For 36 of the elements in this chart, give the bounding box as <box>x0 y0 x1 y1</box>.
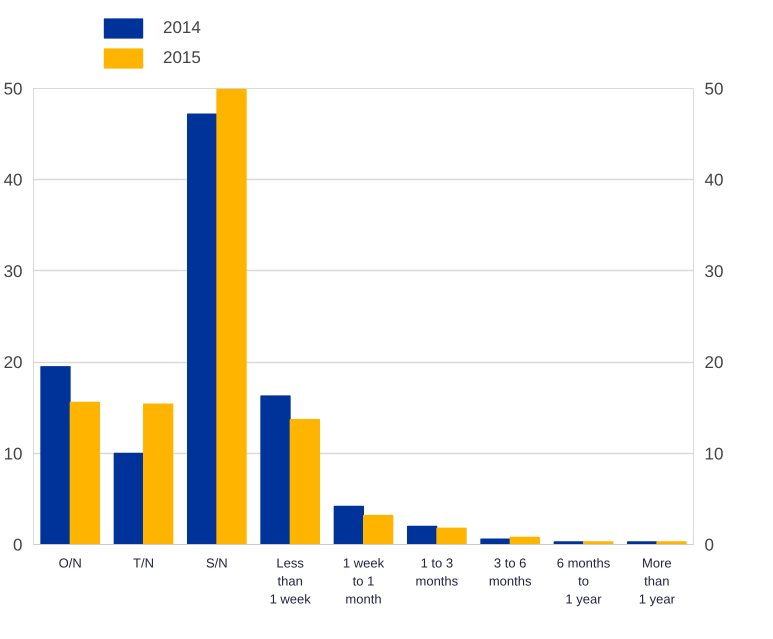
y2-tick-label: 10 <box>704 444 724 464</box>
y2-tick-label: 20 <box>704 353 724 372</box>
bar <box>187 114 218 544</box>
y-tick-label: 40 <box>4 170 23 190</box>
bar <box>114 452 144 544</box>
x-tick-label: O/N <box>58 556 82 570</box>
x-tick-label: More than 1 year <box>638 556 676 606</box>
bar <box>216 88 247 544</box>
bar <box>143 404 174 544</box>
x-tick-label: 3 to 6 months <box>488 556 532 588</box>
x-tick-label: 1 week to 1 month <box>342 556 385 606</box>
y2-tick-label: 0 <box>704 536 714 554</box>
bar <box>290 419 320 544</box>
y2-tick-label: 50 <box>704 80 724 98</box>
legend-label: 2014 <box>163 18 201 38</box>
x-tick-label: 6 months to 1 year <box>556 556 611 606</box>
bar <box>70 402 100 544</box>
bar <box>334 506 364 544</box>
x-tick-label: S/N <box>206 556 228 570</box>
x-tick-label: Less than 1 week <box>270 556 312 606</box>
bar <box>436 528 467 544</box>
bar <box>40 366 71 544</box>
y2-tick-label: 40 <box>704 170 724 190</box>
x-tick-label: T/N <box>133 556 154 570</box>
y2-tick-label: 30 <box>704 262 724 281</box>
x-tick-label: 1 to 3 months <box>416 556 459 588</box>
y-tick-label: 30 <box>4 262 23 281</box>
y-tick-label: 20 <box>4 353 23 372</box>
bar <box>260 395 291 544</box>
y-tick-label: 0 <box>13 536 23 554</box>
bar <box>407 526 438 544</box>
y-tick-label: 50 <box>4 80 23 98</box>
legend-label: 2015 <box>163 48 201 68</box>
y-tick-label: 10 <box>4 444 23 464</box>
bar <box>510 536 540 544</box>
bar <box>363 514 394 544</box>
